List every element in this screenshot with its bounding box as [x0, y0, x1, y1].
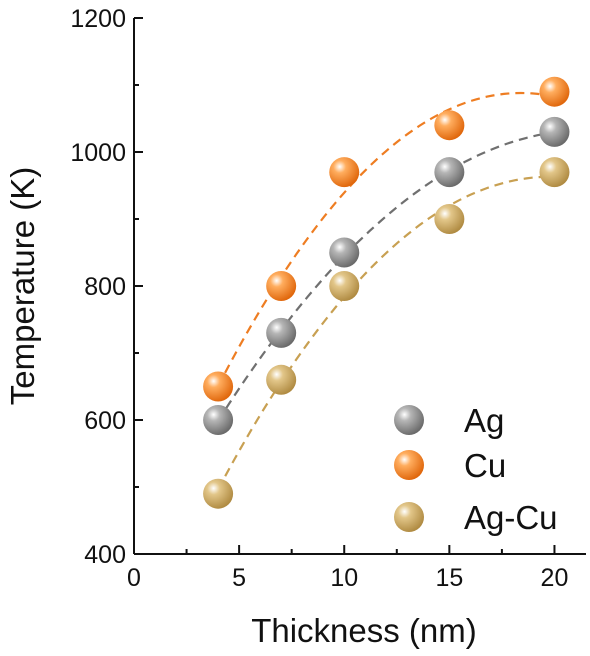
legend-label-cu: Cu — [464, 447, 506, 484]
fit-line-cu — [217, 91, 555, 387]
point-ag-cu — [203, 478, 234, 509]
legend-marker-cu — [394, 450, 424, 480]
x-axis-title: Thickness (nm) — [251, 612, 477, 649]
point-ag — [203, 405, 234, 435]
point-ag-cu — [329, 271, 360, 301]
x-tick-label: 15 — [435, 564, 463, 592]
x-tick-label: 20 — [541, 564, 569, 592]
y-tick-label: 400 — [84, 541, 126, 569]
point-ag — [266, 317, 297, 348]
legend-label-ag: Ag — [464, 402, 504, 439]
point-ag-cu — [539, 157, 570, 188]
y-tick-label: 600 — [84, 407, 126, 435]
y-tick-label: 800 — [84, 273, 126, 301]
fit-line-ag — [217, 131, 555, 422]
legend: Ag Cu Ag-Cu — [394, 402, 558, 536]
data-points — [203, 76, 570, 509]
y-ticks: 400 600 800 1000 1200 — [70, 5, 143, 569]
y-tick-label: 1000 — [70, 139, 126, 167]
x-tick-label: 0 — [127, 564, 141, 592]
point-cu — [434, 110, 465, 141]
y-axis-title: Temperature (K) — [4, 167, 41, 405]
point-cu — [266, 271, 297, 301]
point-ag — [329, 237, 360, 268]
point-cu — [203, 371, 234, 402]
point-ag-cu — [266, 364, 297, 395]
point-ag — [434, 157, 465, 188]
x-ticks: 0 5 10 15 20 — [127, 545, 568, 592]
point-cu — [329, 157, 360, 188]
point-ag-cu — [434, 204, 465, 234]
y-tick-label: 1200 — [70, 5, 126, 33]
point-ag — [539, 116, 570, 147]
point-cu — [539, 76, 570, 107]
legend-marker-ag-cu — [394, 502, 424, 532]
legend-marker-ag — [394, 405, 424, 435]
x-tick-label: 10 — [330, 564, 358, 592]
x-tick-label: 5 — [232, 564, 246, 592]
axes: 0 5 10 15 20 400 600 800 1000 1200 — [70, 5, 586, 592]
legend-label-ag-cu: Ag-Cu — [464, 499, 558, 536]
